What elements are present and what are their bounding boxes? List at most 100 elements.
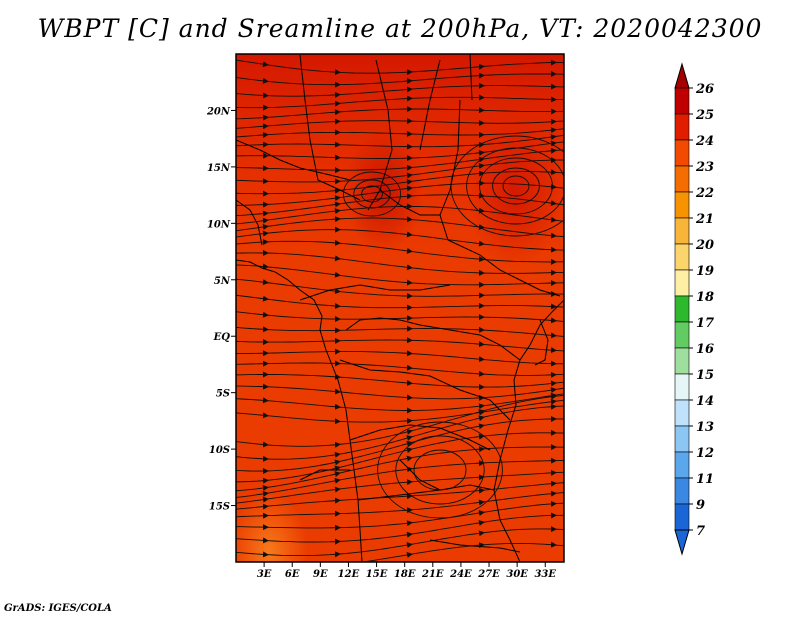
streamline-arrow [257, 485, 269, 491]
streamline [236, 311, 564, 322]
streamline-arrow [473, 63, 485, 70]
streamline-arrow [401, 551, 413, 558]
streamline-arrow [401, 440, 413, 447]
streamline-arrow [545, 541, 557, 548]
streamline-arrow [473, 499, 485, 506]
streamline-arrow [329, 486, 341, 493]
streamline-arrow [473, 240, 485, 247]
streamline-arrow [473, 256, 485, 263]
lat-label: 15N [207, 163, 231, 174]
streamline [236, 294, 564, 309]
streamline-arrow [401, 247, 413, 254]
streamline [236, 362, 564, 376]
streamline-arrow [401, 520, 413, 527]
streamline-arrow [329, 388, 341, 395]
colorbar-label: 25 [695, 108, 714, 123]
streamline-arrow [545, 500, 557, 507]
colorbar-label: 24 [695, 134, 714, 149]
chart-title: WBPT [C] and Sreamline at 200hPa, VT: 20… [37, 14, 763, 43]
streamline-arrow [329, 187, 341, 194]
streamline [236, 339, 564, 352]
streamline-arrow [473, 409, 485, 415]
streamline-arrow [473, 403, 485, 410]
streamline-arrow [329, 403, 341, 410]
streamline-arrow [329, 451, 341, 458]
lon-label: 27E [477, 569, 500, 580]
lon-label: 15E [366, 569, 388, 580]
colorbar-label: 16 [696, 342, 714, 357]
streamline-arrow [329, 477, 341, 484]
streamline-arrow [401, 542, 413, 549]
colorbar-label: 18 [696, 290, 714, 305]
map-frame [235, 53, 565, 563]
lat-label: 15S [209, 502, 230, 513]
streamline-arrow [257, 210, 269, 217]
colorbar-legend: 26 25 24 23 22 21 20 19 18 17 16 15 14 13 12 11 9 7 [674, 62, 714, 556]
colorbar-label: 26 [695, 82, 714, 97]
streamline-arrow [545, 380, 557, 387]
lat-label: 5S [216, 389, 230, 400]
streamline-arrow [473, 415, 485, 422]
colorbar-label: 14 [696, 394, 714, 409]
colorbar-swatch [674, 243, 690, 271]
streamline [236, 194, 564, 217]
country-borders [236, 54, 564, 562]
colorbar-label: 7 [696, 524, 705, 539]
streamline-arrow [257, 490, 269, 497]
streamline-arrow [401, 379, 413, 386]
map-field [236, 54, 564, 566]
lat-label: 20N [206, 106, 231, 117]
longitude-axis: 3E 6E 9E 12E 15E 18E 21E 24E 27E 30E 33E [257, 562, 556, 580]
streamline-arrow [473, 149, 485, 156]
lon-label: 33E [534, 569, 556, 580]
colorbar-swatch [674, 347, 690, 375]
streamline [236, 141, 564, 159]
streamline [236, 240, 564, 263]
streamline-arrow [545, 332, 557, 339]
streamline-arrow [329, 471, 341, 478]
streamline-arrow [473, 341, 485, 348]
streamline [236, 73, 564, 86]
streamline-arrow [329, 302, 341, 309]
streamline-arrow [329, 255, 341, 262]
streamline-arrow [545, 127, 557, 134]
lon-label: 9E [313, 569, 328, 580]
colorbar-swatch [674, 477, 690, 505]
streamline-arrow [329, 288, 341, 295]
streamline-arrow [401, 435, 413, 442]
streamline [236, 393, 564, 411]
colorbar-swatch [674, 139, 690, 167]
streamline-arrow [545, 393, 557, 400]
streamline-arrow [329, 239, 341, 246]
lon-label: 21E [421, 569, 444, 580]
streamline [236, 134, 564, 148]
streamline [236, 205, 564, 225]
streamline-arrow [545, 347, 557, 354]
streamline-arrow [545, 216, 557, 223]
streamline [236, 159, 564, 183]
streamline-arrow [401, 86, 413, 93]
grads-credit: GrADS: IGES/COLA [4, 603, 112, 614]
streamline-arrow [401, 185, 413, 192]
streamline-arrow [257, 61, 269, 68]
streamline-arrow [330, 565, 338, 566]
streamline-arrow [257, 397, 269, 404]
colorbar-swatch [674, 373, 690, 401]
streamline-gyre [479, 157, 553, 215]
streamline-arrow [545, 398, 557, 405]
streamline-arrow [257, 412, 269, 419]
streamline-arrow [401, 78, 413, 85]
streamline [236, 108, 564, 120]
streamline [236, 492, 564, 518]
streamline-arrow [257, 311, 269, 318]
streamline-arrow [401, 279, 413, 286]
colorbar-swatch [674, 295, 690, 323]
streamlines [236, 59, 564, 566]
streamline-arrow [401, 364, 413, 371]
streamline-arrow [257, 279, 269, 286]
streamline-arrow [401, 216, 413, 223]
colorbar-swatch [674, 503, 690, 531]
streamline-arrow [401, 193, 413, 200]
colorbar-swatch [674, 87, 690, 115]
streamline-arrow [329, 195, 341, 202]
